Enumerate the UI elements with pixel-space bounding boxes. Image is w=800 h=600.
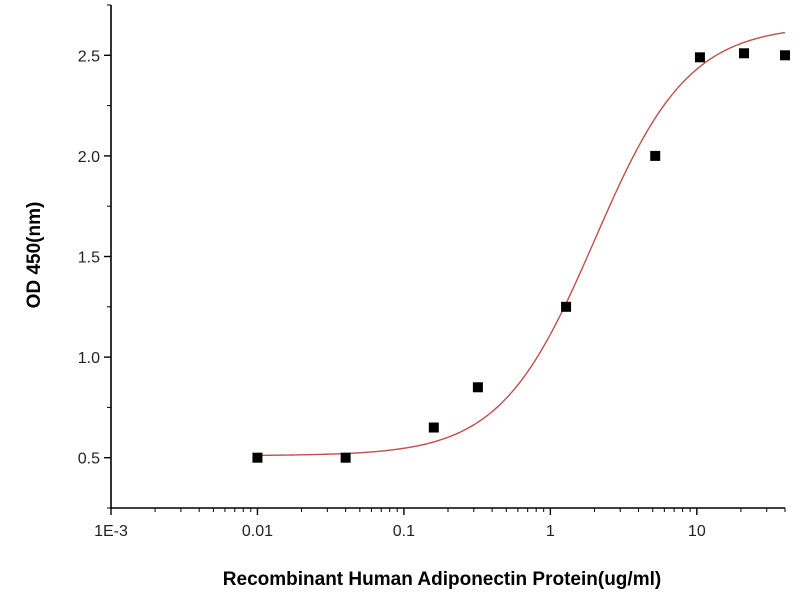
y-axis-title: OD 450(nm) [24,202,45,309]
x-tick-label: 0.01 [242,523,273,540]
x-tick-label: 10 [688,523,706,540]
data-point [428,422,439,433]
x-tick-label: 1 [546,523,555,540]
data-point [561,301,572,312]
y-tick-label: 2.0 [78,149,100,166]
data-point [739,48,750,59]
y-tick-label: 1.5 [78,250,100,267]
y-tick-label: 2.5 [78,48,100,65]
x-tick-label: 0.1 [393,523,415,540]
data-point [340,452,351,463]
axes [104,4,786,515]
data-points [252,48,790,463]
data-point [780,50,790,61]
fit-curve-layer [257,31,786,457]
tick-labels: 0.5 1.0 1.5 2.0 2.5 1E-3 0.01 0.1 1 10 [78,48,706,540]
x-tick-label: 1E-3 [94,523,128,540]
data-point [472,382,483,393]
x-axis-title: Recombinant Human Adiponectin Protein(ug… [223,569,661,590]
y-tick-label: 1.0 [78,350,100,367]
fit-curve [257,31,786,457]
data-point [650,150,661,161]
y-tick-label: 0.5 [78,451,100,468]
data-point [694,52,705,63]
data-point [252,452,263,463]
